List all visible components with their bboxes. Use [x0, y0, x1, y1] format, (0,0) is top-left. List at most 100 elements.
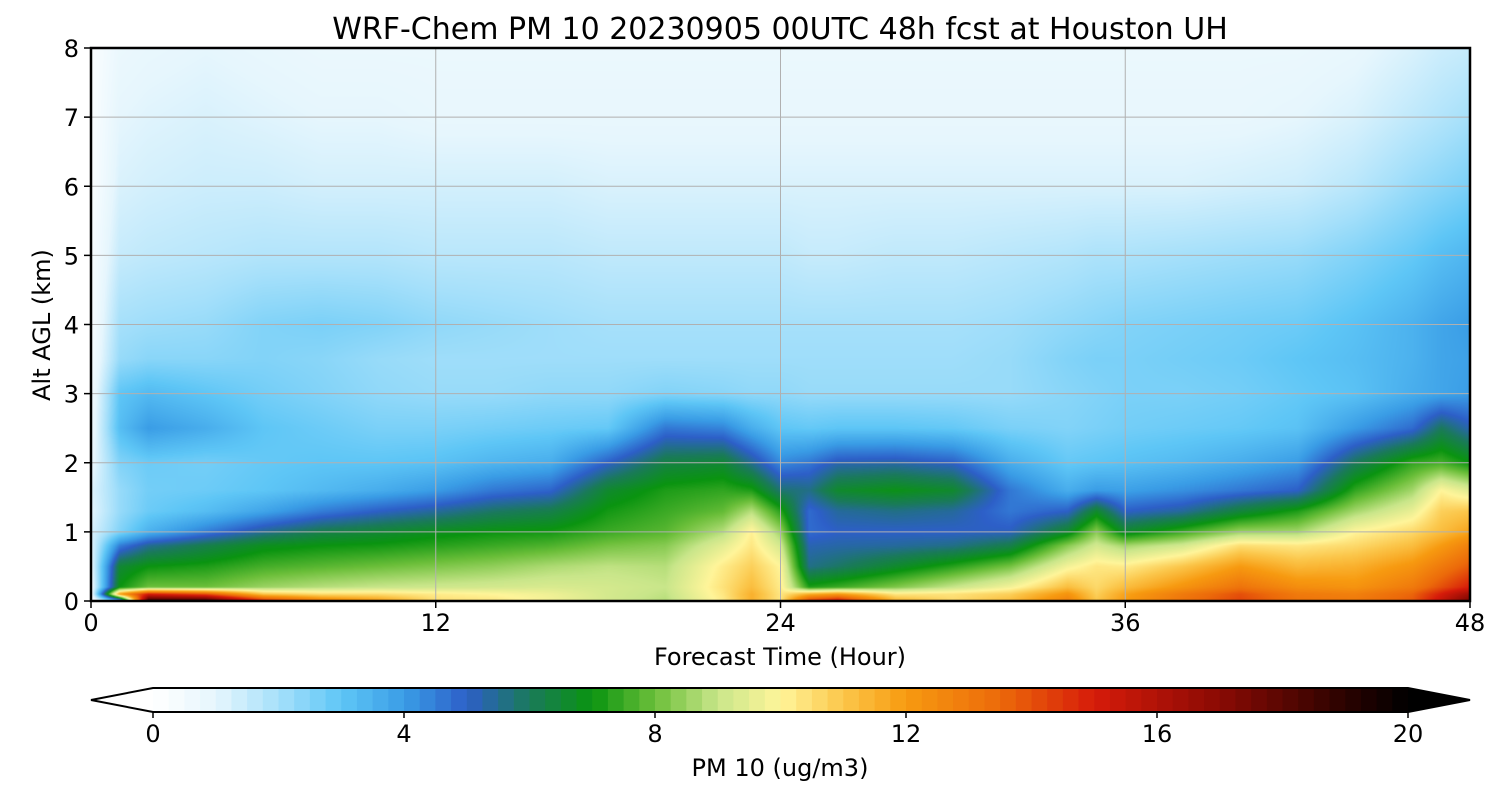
colorbar-level	[576, 688, 593, 712]
colorbar-level	[513, 688, 531, 712]
colorbar-level	[1376, 688, 1393, 712]
colorbar-level	[1266, 688, 1284, 712]
colorbar-level	[858, 688, 876, 712]
colorbar-level	[498, 688, 515, 712]
colorbar-level	[168, 688, 185, 712]
y-tick-label: 7	[64, 104, 79, 132]
colorbar-tick-label: 0	[145, 720, 160, 748]
colorbar-level	[529, 688, 546, 712]
colorbar-level	[827, 688, 844, 712]
colorbar-level	[1094, 688, 1111, 712]
colorbar-level	[764, 688, 782, 712]
colorbar-level	[153, 688, 170, 712]
colorbar-level	[1204, 688, 1221, 712]
y-tick-label: 3	[64, 381, 79, 409]
colorbar-level	[733, 688, 750, 712]
colorbar-level	[796, 688, 813, 712]
colorbar-level	[1172, 688, 1189, 712]
colorbar-level	[278, 688, 295, 712]
colorbar-label: PM 10 (ug/m3)	[692, 754, 869, 782]
colorbar-level	[1109, 688, 1127, 712]
chart-title: WRF-Chem PM 10 20230905 00UTC 48h fcst a…	[332, 12, 1228, 47]
colorbar-level	[592, 688, 609, 712]
colorbar-level	[749, 688, 766, 712]
colorbar-level	[843, 688, 860, 712]
colorbar-tick-label: 20	[1393, 720, 1424, 748]
colorbar-level	[372, 688, 389, 712]
x-axis-label: Forecast Time (Hour)	[654, 643, 906, 671]
colorbar-level	[874, 688, 891, 712]
colorbar-level	[702, 688, 719, 712]
colorbar-level	[1062, 688, 1080, 712]
colorbar-level	[1188, 688, 1205, 712]
colorbar-level	[1141, 688, 1158, 712]
colorbar-level	[1313, 688, 1331, 712]
colorbar-level	[419, 688, 436, 712]
colorbar-level	[451, 688, 468, 712]
y-axis-ticks: 0 1 2 3 4 5 6 7 8	[64, 35, 91, 616]
colorbar-level	[811, 688, 829, 712]
x-tick-label: 36	[1110, 609, 1141, 637]
x-axis-ticks: 0 12 24 36 48	[83, 601, 1485, 637]
colorbar-level	[388, 688, 405, 712]
y-axis-label: Alt AGL (km)	[28, 249, 56, 401]
y-tick-label: 5	[64, 242, 79, 270]
colorbar-level	[1282, 688, 1299, 712]
colorbar-level	[560, 688, 578, 712]
colorbar-level	[435, 688, 452, 712]
colorbar-level	[984, 688, 1001, 712]
colorbar-level	[1000, 688, 1017, 712]
colorbar-level	[1125, 688, 1142, 712]
colorbar-level	[1360, 688, 1378, 712]
colorbar-level	[670, 688, 687, 712]
colorbar-level	[482, 688, 499, 712]
colorbar-level	[937, 688, 954, 712]
colorbar-level	[215, 688, 233, 712]
colorbar-tick-label: 4	[396, 720, 411, 748]
colorbar-level	[1157, 688, 1174, 712]
colorbar-level	[404, 688, 421, 712]
colorbar-level	[294, 688, 311, 712]
y-tick-label: 8	[64, 35, 79, 63]
colorbar-level	[655, 688, 672, 712]
colorbar-level	[1251, 688, 1268, 712]
colorbar-max-extend	[1408, 688, 1470, 712]
colorbar-level	[1031, 688, 1048, 712]
colorbar-level	[356, 688, 374, 712]
colorbar-level	[1392, 688, 1409, 712]
y-tick-label: 0	[64, 588, 79, 616]
colorbar-tick-label: 12	[891, 720, 922, 748]
colorbar-min-extend	[91, 688, 153, 712]
colorbar-level	[1298, 688, 1315, 712]
y-tick-label: 4	[64, 312, 79, 340]
y-tick-label: 6	[64, 173, 79, 201]
colorbar-level	[262, 688, 280, 712]
colorbar-level	[780, 688, 797, 712]
x-tick-label: 48	[1455, 609, 1486, 637]
colorbar-ticks: 0 4 8 12 16 20	[145, 712, 1423, 748]
colorbar-tick-label: 16	[1142, 720, 1173, 748]
colorbar-level	[1235, 688, 1252, 712]
colorbar-level	[341, 688, 358, 712]
colorbar-level	[184, 688, 201, 712]
colorbar-level	[1015, 688, 1033, 712]
x-tick-label: 12	[420, 609, 451, 637]
colorbar-level	[1329, 688, 1346, 712]
colorbar-level	[623, 688, 640, 712]
colorbar-level	[717, 688, 735, 712]
colorbar-level	[1078, 688, 1095, 712]
colorbar-level	[921, 688, 938, 712]
colorbar-level	[247, 688, 264, 712]
colorbar-level	[686, 688, 703, 712]
colorbar	[90, 687, 1471, 713]
gridlines	[91, 48, 1470, 601]
colorbar-level	[545, 688, 562, 712]
colorbar-level	[890, 688, 907, 712]
colorbar-level	[325, 688, 342, 712]
colorbar-level	[953, 688, 970, 712]
colorbar-level	[231, 688, 248, 712]
colorbar-level	[968, 688, 986, 712]
x-tick-label: 24	[765, 609, 796, 637]
